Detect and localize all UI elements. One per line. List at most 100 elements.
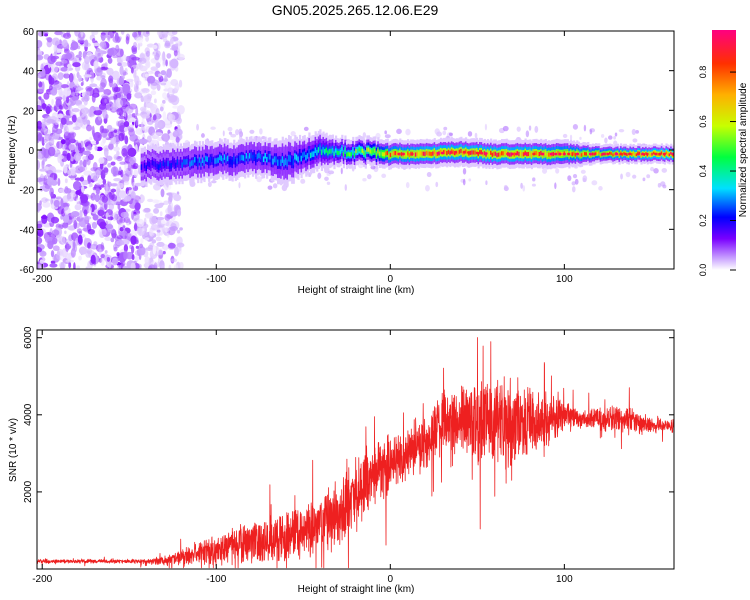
heatmap-noise-cell bbox=[88, 182, 92, 188]
heatmap-ridge-cell bbox=[598, 151, 601, 155]
heatmap-halo-cell bbox=[362, 178, 367, 182]
heatmap-ridge-cell bbox=[230, 158, 233, 165]
heatmap-noise-cell bbox=[164, 97, 170, 101]
snr-x-tick-label: -200 bbox=[32, 574, 52, 585]
heatmap-halo-cell bbox=[571, 186, 576, 193]
heatmap-noise-cell bbox=[145, 36, 150, 42]
heatmap-noise-cell bbox=[179, 134, 183, 140]
heatmap-halo-cell bbox=[613, 135, 617, 140]
heatmap-ridge-cell bbox=[297, 156, 300, 163]
heatmap-peak-cell bbox=[641, 152, 645, 156]
heatmap-noise-cell bbox=[133, 41, 138, 48]
heatmap-noise-cell bbox=[71, 114, 77, 123]
heatmap-ridge-cell bbox=[569, 151, 573, 156]
heatmap-ridge-cell bbox=[226, 155, 230, 162]
heatmap-peak-cell bbox=[658, 152, 662, 156]
heatmap-noise-cell bbox=[66, 95, 70, 104]
heatmap-ridge-cell bbox=[173, 160, 176, 167]
heatmap-noise-cell bbox=[150, 235, 154, 241]
heatmap-noise-cell bbox=[169, 58, 179, 69]
heatmap-noise-cell bbox=[90, 254, 96, 264]
heatmap-ridge-cell bbox=[447, 149, 450, 154]
heatmap-noise-cell bbox=[62, 32, 72, 39]
heatmap-ridge-cell bbox=[258, 152, 261, 159]
heatmap-noise-cell bbox=[130, 262, 136, 269]
heatmap-noise-cell bbox=[145, 60, 151, 69]
heatmap-noise-cell bbox=[98, 248, 102, 256]
heatmap-noise-cell bbox=[170, 258, 178, 263]
heatmap-peak-cell bbox=[540, 152, 545, 156]
heatmap-peak-cell bbox=[619, 152, 623, 156]
heatmap-noise-cell bbox=[117, 36, 121, 43]
heatmap-noise-cell bbox=[37, 223, 43, 229]
heatmap-noise-cell bbox=[131, 254, 135, 261]
heatmap-halo-cell bbox=[591, 180, 598, 186]
heatmap-peak-cell bbox=[593, 152, 597, 156]
heatmap-noise-cell bbox=[46, 37, 53, 43]
heatmap-halo-cell bbox=[384, 134, 391, 139]
heatmap-noise-cell bbox=[103, 145, 111, 152]
figure-title: GN05.2025.265.12.06.E29 bbox=[272, 2, 439, 18]
heatmap-ridge-cell bbox=[314, 147, 317, 154]
heatmap-noise-cell bbox=[60, 235, 66, 244]
heatmap-noise-cell bbox=[37, 160, 41, 170]
heatmap-ridge-cell bbox=[220, 155, 223, 162]
heatmap-ridge-cell bbox=[383, 152, 386, 157]
heatmap-noise-cell bbox=[60, 198, 64, 208]
heatmap-ridge-cell bbox=[142, 164, 145, 170]
heatmap-noise-cell bbox=[67, 170, 72, 175]
heatmap-noise-cell bbox=[43, 175, 48, 186]
heatmap-noise-cell bbox=[93, 241, 98, 247]
heatmap-noise-cell bbox=[179, 227, 183, 231]
heatmap-ridge-cell bbox=[181, 162, 184, 168]
heatmap-ridge-cell bbox=[493, 151, 496, 156]
heatmap-ridge-cell bbox=[529, 151, 532, 156]
heatmap-noise-cell bbox=[100, 184, 105, 188]
heatmap-noise-cell bbox=[139, 57, 147, 64]
heatmap-ridge-cell bbox=[414, 152, 418, 157]
heatmap-halo-cell bbox=[520, 182, 523, 189]
heatmap-ridge-cell bbox=[300, 155, 303, 162]
heatmap-ridge-cell bbox=[339, 149, 342, 155]
heatmap-noise-cell bbox=[156, 229, 161, 233]
heatmap-noise-cell bbox=[88, 206, 92, 214]
heatmap-ridge-cell bbox=[632, 152, 635, 155]
heatmap-noise-cell bbox=[37, 205, 40, 213]
heatmap-ridge-cell bbox=[356, 148, 360, 153]
heatmap-peak-cell bbox=[554, 152, 558, 156]
colorbar-tick-label: 0.0 bbox=[698, 264, 708, 277]
heatmap-noise-cell bbox=[105, 114, 109, 119]
heatmap-ridge-cell bbox=[584, 152, 587, 156]
heatmap-ridge-cell bbox=[156, 163, 159, 170]
heatmap-noise-cell bbox=[119, 48, 124, 57]
heatmap-noise-cell bbox=[109, 229, 116, 234]
heatmap-noise-cell bbox=[179, 261, 184, 269]
heatmap-noise-cell bbox=[37, 78, 40, 84]
heatmap-halo-cell bbox=[210, 126, 216, 130]
heatmap-noise-cell bbox=[169, 38, 174, 44]
heatmap-noise-cell bbox=[37, 104, 42, 112]
heatmap-noise-cell bbox=[138, 246, 146, 256]
heatmap-noise-cell bbox=[113, 246, 118, 252]
heatmap-noise-cell bbox=[89, 83, 98, 88]
heatmap-noise-cell bbox=[132, 199, 136, 206]
heatmap-noise-cell bbox=[41, 136, 45, 145]
heatmap-noise-cell bbox=[63, 87, 72, 97]
heatmap-ridge-cell bbox=[350, 152, 353, 157]
heatmap-halo-cell bbox=[201, 133, 205, 138]
colorbar-tick-label: 0.8 bbox=[698, 66, 708, 79]
heatmap-halo-cell bbox=[650, 166, 655, 172]
heatmap-noise-cell bbox=[130, 167, 133, 176]
heatmap-noise-cell bbox=[146, 75, 156, 84]
heatmap-noise-cell bbox=[173, 264, 179, 269]
heatmap-noise-cell bbox=[166, 53, 172, 59]
heatmap-noise-cell bbox=[169, 226, 178, 232]
heatmap-noise-cell bbox=[57, 113, 64, 119]
heatmap-noise-cell bbox=[174, 128, 183, 137]
heatmap-noise-cell bbox=[78, 217, 87, 228]
heatmap-halo-cell bbox=[211, 180, 217, 184]
heatmap-noise-cell bbox=[72, 240, 76, 250]
heatmap-ridge-cell bbox=[491, 152, 494, 157]
heatmap-noise-cell bbox=[140, 237, 144, 244]
heatmap-noise-cell bbox=[42, 118, 47, 123]
